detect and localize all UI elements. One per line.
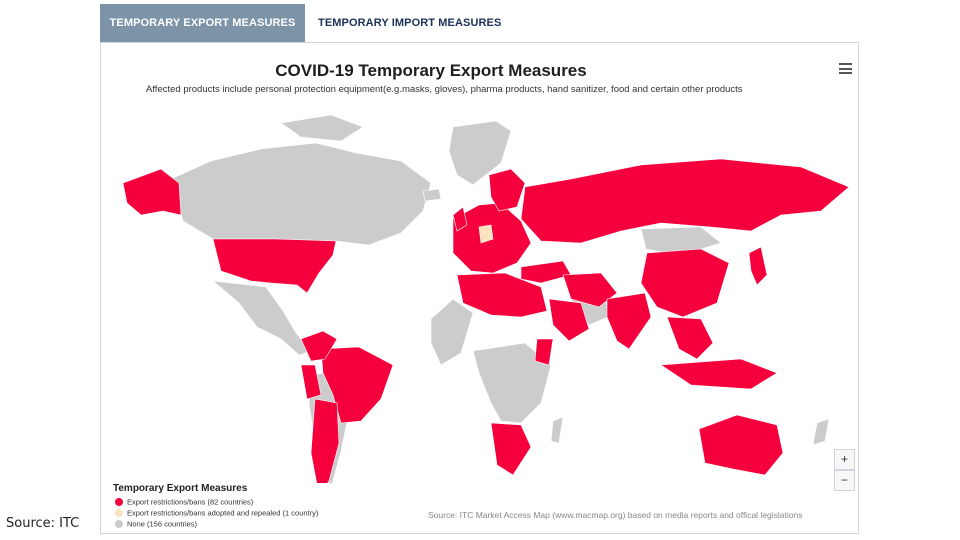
region-indonesia-philippines — [660, 358, 778, 390]
region-iceland — [422, 188, 442, 202]
region-arabian-peninsula — [548, 298, 590, 342]
region-brazil — [320, 346, 394, 424]
legend-item-restricted[interactable]: Export restrictions/bans (82 countries) — [115, 497, 253, 507]
region-japan — [748, 246, 768, 286]
region-southeast-asia — [666, 316, 714, 360]
hamburger-menu-icon[interactable] — [839, 63, 852, 75]
legend-dot-none-icon — [115, 520, 123, 529]
region-new-zealand — [812, 418, 830, 446]
region-madagascar — [550, 416, 564, 444]
legend-item-none[interactable]: None (156 countries) — [115, 519, 197, 529]
region-germany-repealed — [478, 224, 494, 244]
map-panel: COVID-19 Temporary Export Measures Affec… — [100, 42, 859, 534]
legend-dot-restricted-icon — [115, 498, 123, 507]
world-map[interactable] — [101, 103, 858, 483]
region-east-africa — [534, 338, 554, 366]
region-turkey — [520, 260, 572, 284]
region-argentina-chile — [310, 398, 340, 483]
tab-temporary-import-measures[interactable]: TEMPORARY IMPORT MEASURES — [318, 17, 502, 29]
region-arctic-islands — [280, 114, 364, 142]
region-russia — [520, 158, 850, 244]
region-southern-africa — [490, 422, 532, 476]
region-northern-south-america — [300, 330, 338, 362]
region-mexico — [212, 280, 312, 356]
legend-title: Temporary Export Measures — [113, 483, 248, 494]
region-china — [640, 248, 730, 318]
zoom-out-button[interactable]: − — [834, 470, 855, 491]
tab-temporary-export-measures[interactable]: TEMPORARY EXPORT MEASURES — [100, 4, 305, 42]
region-north-africa — [456, 272, 548, 318]
legend-item-repealed[interactable]: Export restrictions/bans adopted and rep… — [115, 508, 318, 518]
legend-dot-repealed-icon — [115, 509, 123, 518]
region-africa-west — [430, 298, 474, 366]
map-title: COVID-19 Temporary Export Measures — [275, 61, 587, 80]
region-scandinavia — [488, 168, 526, 212]
region-australia — [698, 414, 784, 476]
region-canada — [170, 142, 432, 246]
tab-bar: TEMPORARY EXPORT MEASURES TEMPORARY IMPO… — [100, 4, 857, 42]
map-subtitle: Affected products include personal prote… — [146, 84, 743, 95]
region-peru — [300, 364, 322, 400]
region-uk — [452, 206, 468, 232]
region-greenland — [448, 120, 512, 186]
map-source-credit: Source: ITC Market Access Map (www.macma… — [428, 510, 803, 520]
region-usa — [212, 238, 337, 294]
region-africa-central — [472, 342, 552, 424]
zoom-in-button[interactable]: + — [834, 449, 855, 470]
region-alaska — [122, 168, 182, 216]
slide-source-label: Source: ITC — [6, 516, 80, 531]
region-india — [606, 292, 652, 350]
